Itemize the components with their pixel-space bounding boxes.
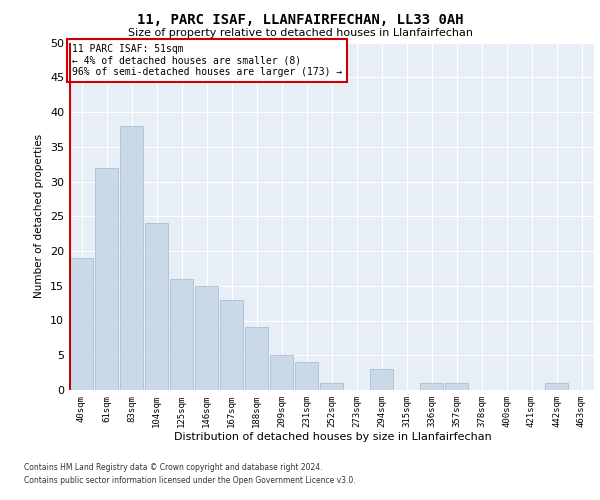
Bar — [170, 279, 193, 390]
Text: Size of property relative to detached houses in Llanfairfechan: Size of property relative to detached ho… — [128, 28, 473, 38]
Bar — [295, 362, 318, 390]
Bar — [445, 383, 468, 390]
Bar — [95, 168, 118, 390]
Bar — [220, 300, 243, 390]
Bar — [245, 328, 268, 390]
Bar — [545, 383, 568, 390]
Text: 11, PARC ISAF, LLANFAIRFECHAN, LL33 0AH: 11, PARC ISAF, LLANFAIRFECHAN, LL33 0AH — [137, 12, 463, 26]
Bar — [320, 383, 343, 390]
Bar — [195, 286, 218, 390]
Text: Distribution of detached houses by size in Llanfairfechan: Distribution of detached houses by size … — [174, 432, 492, 442]
Y-axis label: Number of detached properties: Number of detached properties — [34, 134, 44, 298]
Bar — [370, 369, 393, 390]
Bar — [145, 223, 168, 390]
Bar — [420, 383, 443, 390]
Bar — [70, 258, 93, 390]
Bar — [120, 126, 143, 390]
Text: Contains public sector information licensed under the Open Government Licence v3: Contains public sector information licen… — [24, 476, 356, 485]
Text: Contains HM Land Registry data © Crown copyright and database right 2024.: Contains HM Land Registry data © Crown c… — [24, 462, 323, 471]
Text: 11 PARC ISAF: 51sqm
← 4% of detached houses are smaller (8)
96% of semi-detached: 11 PARC ISAF: 51sqm ← 4% of detached hou… — [71, 44, 342, 78]
Bar — [270, 355, 293, 390]
